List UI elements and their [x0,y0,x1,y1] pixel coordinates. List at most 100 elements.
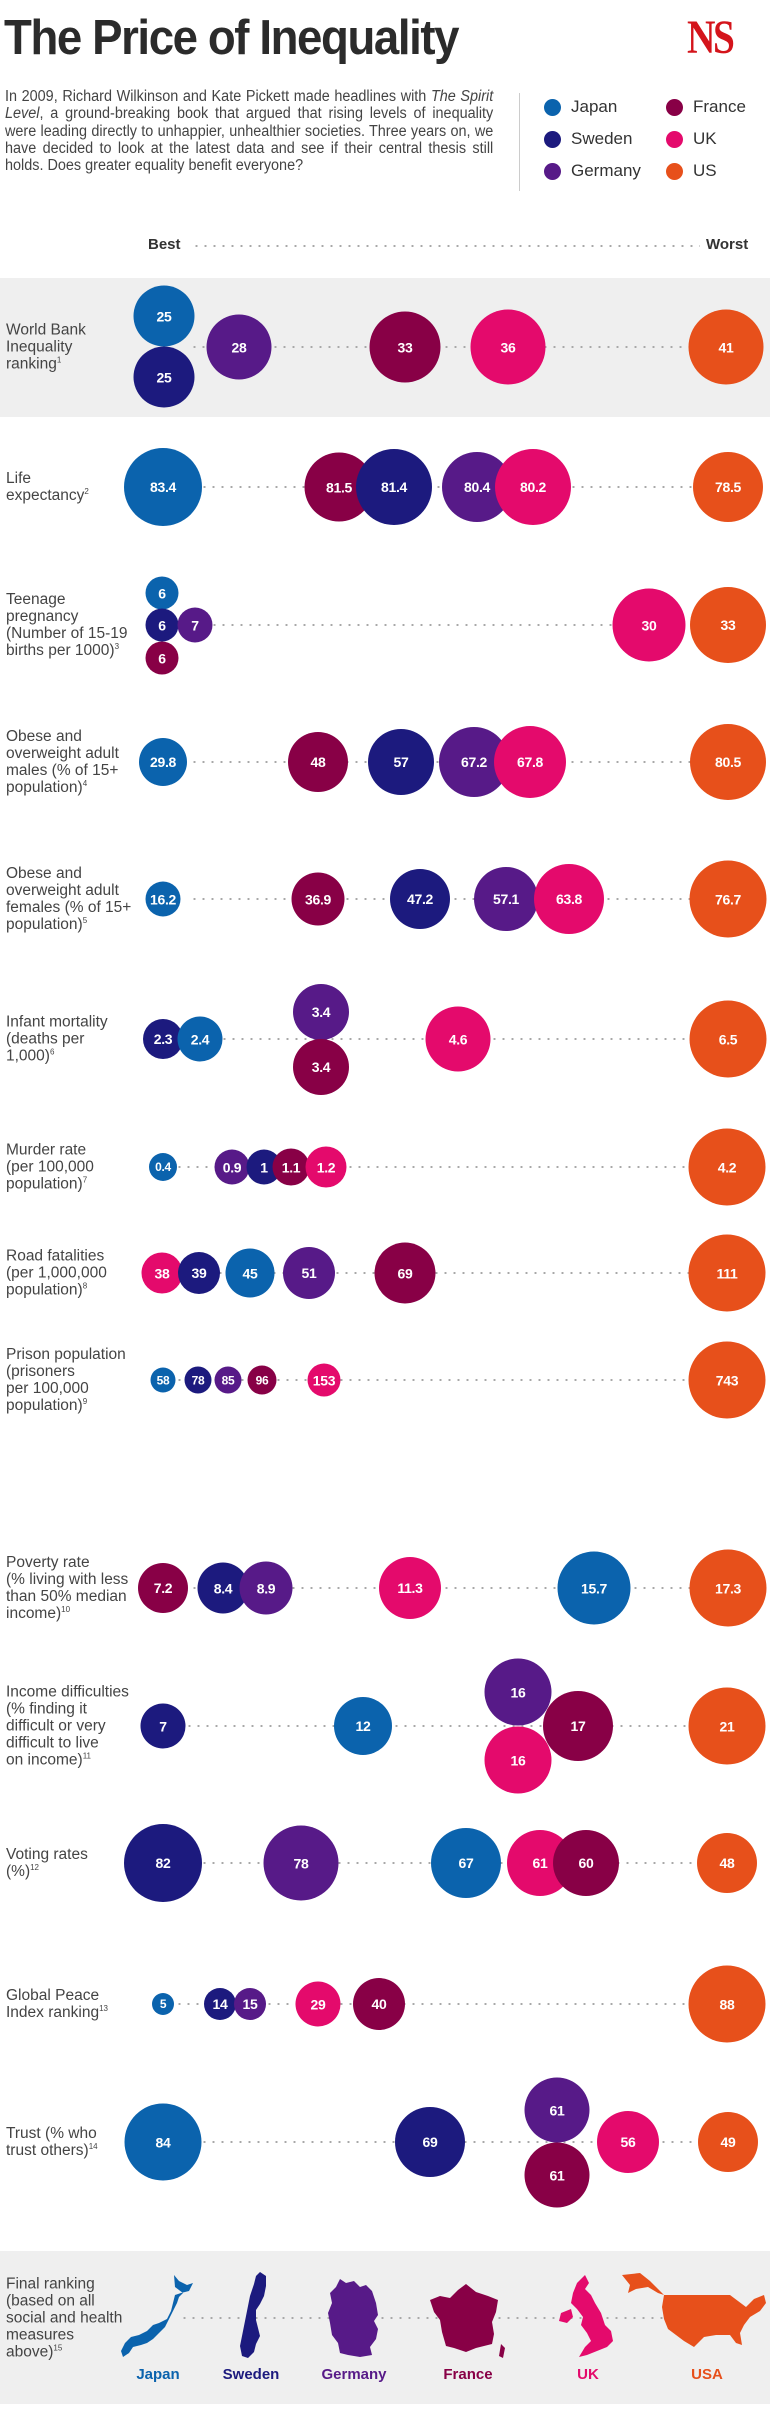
germany-map-icon [328,2279,378,2357]
bubble-us: 76.7 [689,860,767,938]
final-rank-label-japan: Japan [136,2366,180,2383]
final-label-line: (based on all [6,2292,95,2310]
footnote-marker: 1 [56,355,62,365]
footnote-marker: 14 [88,2141,98,2151]
bubble-japan: 0.4 [149,1153,177,1181]
bubble-sweden: 14 [204,1988,236,2020]
metric-label-line: overweight adult [6,745,119,762]
metric-label-line: Teenage [6,591,66,608]
metric-label-line: Prison population [6,1346,126,1363]
metric-label: Poverty rate (% living with less than 50% … [6,1554,156,1622]
metric-label-line: Inequality [6,338,73,356]
bubble-japan: 25 [133,285,195,347]
bubble-uk: 30 [612,588,686,662]
metric-label-line: pregnancy [6,608,79,625]
row-dotted-axis [175,1379,700,1381]
metric-label-line: population)7 [6,1175,88,1193]
japan-map-icon [121,2275,193,2357]
bubble-us: 88 [688,1965,766,2043]
metric-label: Murder rate (per 100,000 population)7 [6,1142,156,1193]
bubble-japan: 67 [431,1828,501,1898]
metric-label-line: (prisoners [6,1363,75,1380]
bubble-us: 4.2 [688,1128,766,1206]
bubble-france: 36.9 [291,872,345,926]
bubble-japan: 5 [152,1993,174,2015]
footnote-marker: 10 [61,1604,71,1614]
metric-label: Infant mortality (deaths per 1,000)6 [6,1014,156,1065]
bubble-france: 17 [543,1691,613,1761]
legend-swatch-uk [666,130,683,148]
metric-label-line: females (% of 15+ [6,899,132,916]
metric-label-line: population)4 [6,778,88,796]
metric-label-line: Index ranking13 [6,2003,108,2021]
metric-label-line: ranking1 [6,355,62,373]
metric-label-line: males (% of 15+ [6,762,119,779]
final-label-line: above)15 [6,2343,63,2361]
metric-label-line: difficult to live [6,1734,99,1752]
bubble-uk: 1.2 [305,1146,347,1188]
intro-paragraph: In 2009, Richard Wilkinson and Kate Pick… [5,88,493,174]
metric-label-line: income)10 [6,1604,71,1622]
legend-item-uk: UK [666,127,717,151]
bubble-japan: 45 [225,1248,275,1298]
metric-label-line: Obese and [6,865,82,882]
bubble-germany: 28 [206,314,272,380]
metric-label-line: 1,000)6 [6,1047,55,1065]
legend-label: Japan [571,97,618,116]
bubble-us: 33 [690,587,766,663]
final-ranking-label: Final ranking (based on all social and hea… [6,2276,156,2361]
bubble-uk: 153 [307,1363,341,1397]
bubble-us: 743 [688,1341,766,1419]
metric-label: Voting rates (%)12 [6,1846,156,1880]
legend-swatch-france [666,98,683,116]
bubble-germany: 61 [524,2077,590,2143]
metric-label-line: Trust (% who [6,2125,97,2142]
metric-label-line: population)5 [6,915,88,933]
metric-label-line: Road fatalities [6,1247,105,1265]
metric-label-line: (deaths per [6,1030,85,1048]
metric-label-line: (% living with less [6,1571,129,1588]
bubble-france: 1.1 [272,1148,310,1186]
bubble-uk: 29 [295,1981,341,2027]
metric-label-line: difficult or very [6,1717,106,1735]
footnote-marker: 7 [82,1175,88,1185]
bubble-france: 61 [524,2142,590,2208]
metric-label-line: expectancy2 [6,486,89,504]
metric-label-line: Income difficulties [6,1683,129,1701]
bubble-us: 80.5 [690,724,766,800]
bubble-sweden: 78 [184,1366,212,1394]
bubble-sweden: 6 [145,608,179,642]
metric-label-line: (per 1,000,000 [6,1264,107,1282]
row-dotted-axis [175,2003,700,2005]
legend-swatch-germany [544,162,561,180]
footnote-marker: 6 [49,1047,55,1057]
metric-label: World Bank Inequality ranking1 [6,322,156,373]
metric-label: Trust (% who trust others)14 [6,2125,156,2159]
legend-swatch-sweden [544,130,561,148]
metric-label-line: trust others)14 [6,2141,98,2159]
bubble-japan: 15.7 [557,1551,631,1625]
footnote-marker: 5 [82,915,88,925]
metric-label-line: births per 1000)3 [6,641,120,659]
metric-label-line: population)8 [6,1281,88,1299]
bubble-japan: 2.4 [177,1016,223,1062]
metric-label: Obese and overweight adult females (% of 1… [6,865,156,933]
metric-label-line: Poverty rate [6,1554,90,1571]
bubble-germany: 78 [263,1825,339,1901]
metric-label-line: on income)11 [6,1751,91,1769]
bubble-france: 48 [288,732,348,792]
metric-label-line: population)9 [6,1396,88,1414]
metric-label: Road fatalities (per 1,000,000 population)… [6,1248,156,1299]
bubble-uk: 4.6 [425,1006,491,1072]
footnote-marker: 8 [82,1281,88,1291]
footnote-marker: 13 [99,2003,108,2013]
metric-label: Global Peace Index ranking13 [6,1987,156,2021]
bubble-france: 6 [145,641,179,675]
bubble-germany: 15 [234,1988,266,2020]
bubble-uk: 63.8 [534,864,604,934]
footnote-marker: 4 [82,778,88,788]
bubble-japan: 84 [124,2103,202,2181]
bubble-uk: 67.8 [494,726,566,798]
bubble-germany: 0.9 [214,1149,250,1185]
bubble-us: 17.3 [689,1549,767,1627]
